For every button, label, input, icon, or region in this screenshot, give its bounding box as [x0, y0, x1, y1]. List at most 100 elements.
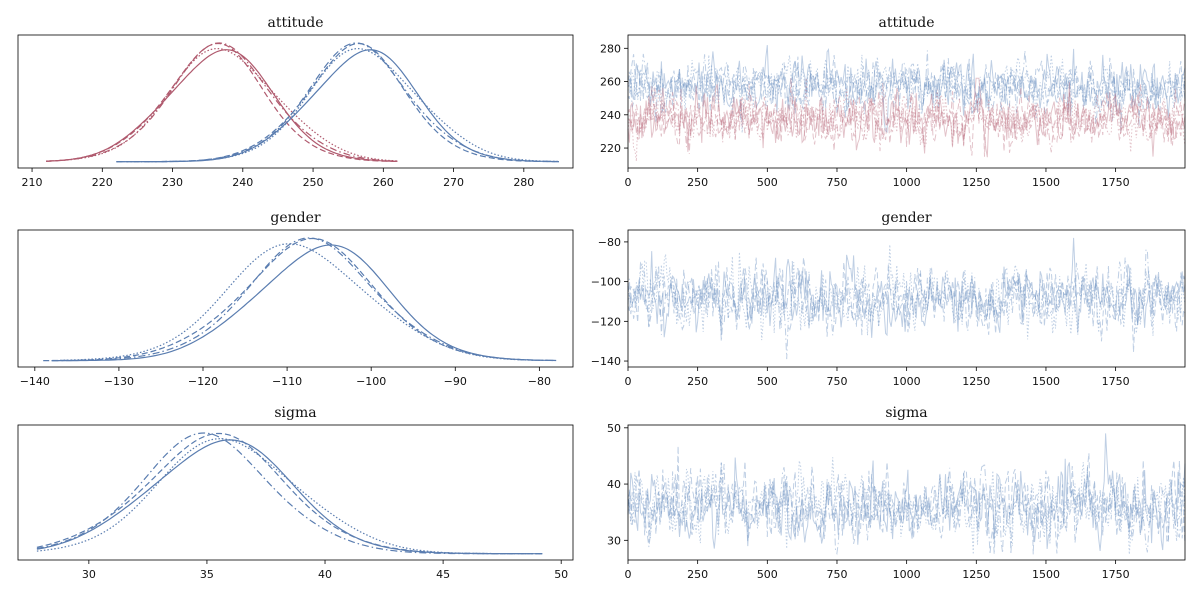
kde-curve-blue-chain-1 — [51, 244, 557, 362]
x-tick-label: −100 — [356, 375, 386, 388]
kde-curve-blue-chain-1 — [36, 439, 543, 555]
panel-title: sigma — [885, 405, 927, 421]
x-tick-label: −80 — [528, 375, 551, 388]
trace-line-blue-chain-1 — [627, 433, 1186, 552]
x-tick-label: 1250 — [962, 176, 990, 189]
kde-curve-blue-chain-2 — [36, 432, 543, 555]
y-tick-label: 40 — [607, 478, 621, 491]
x-tick-label: −140 — [20, 375, 50, 388]
axes-frame — [17, 34, 574, 169]
panel-title: gender — [270, 210, 321, 226]
x-tick-label: 250 — [687, 176, 708, 189]
y-tick-label: 240 — [600, 109, 621, 122]
x-tick-label: 1750 — [1102, 375, 1130, 388]
x-tick-label: −90 — [444, 375, 467, 388]
x-tick-label: 500 — [757, 375, 778, 388]
x-tick-label: 35 — [200, 568, 214, 581]
trace-line-blue-chain-3 — [627, 248, 1186, 360]
panel-title: sigma — [274, 405, 316, 421]
x-tick-label: 500 — [757, 176, 778, 189]
x-tick-label: 500 — [757, 568, 778, 581]
kde-curve-blue-chain-3 — [51, 237, 557, 362]
x-tick-label: −120 — [188, 375, 218, 388]
trace-line-blue-chain-4 — [627, 244, 1186, 341]
x-tick-label: 210 — [22, 176, 43, 189]
x-tick-label: 1500 — [1032, 375, 1060, 388]
panel-title: attitude — [268, 15, 324, 31]
x-tick-label: 240 — [232, 176, 253, 189]
trace-line-blue-chain-2 — [627, 257, 1186, 353]
kde-curve-red-chain-3 — [46, 42, 398, 162]
y-tick-label: 30 — [607, 534, 621, 547]
y-tick-label: −80 — [598, 236, 621, 249]
axes-frame — [17, 229, 574, 368]
x-tick-label: 30 — [82, 568, 96, 581]
kde-panel-attitude: attitude 210 220 230 240 250 260 270 280 — [17, 15, 574, 189]
x-tick-label: 1500 — [1032, 568, 1060, 581]
axes-frame — [627, 229, 1186, 368]
trace-line-blue-chain-4 — [627, 457, 1186, 555]
kde-curve-red-chain-4 — [46, 47, 398, 162]
panel-title: gender — [881, 210, 932, 226]
x-tick-label: 1000 — [893, 568, 921, 581]
kde-curve-blue-chain-1 — [116, 49, 559, 163]
y-tick-label: 280 — [600, 42, 621, 55]
trace-line-red-chain-1 — [627, 77, 1186, 158]
y-tick-label: −100 — [591, 276, 621, 289]
trace-line-blue-chain-2 — [627, 445, 1186, 555]
trace-panel-sigma: sigma 0 250 500 750 1000 1250 1500 1750 30 40 50 — [607, 405, 1186, 581]
trace-line-blue-chain-1 — [627, 237, 1186, 338]
axes-frame — [17, 424, 574, 561]
x-tick-label: 1750 — [1102, 176, 1130, 189]
x-tick-label: 1750 — [1102, 568, 1130, 581]
y-tick-label: −120 — [591, 315, 621, 328]
kde-curve-red-chain-1 — [46, 49, 398, 162]
trace-line-blue-chain-1 — [627, 45, 1186, 133]
trace-panel-gender: gender 0 250 500 750 1000 1250 1500 1750 −140 −120… — [591, 210, 1186, 388]
x-tick-label: 0 — [625, 375, 632, 388]
x-tick-label: 280 — [513, 176, 534, 189]
x-tick-label: 1000 — [893, 375, 921, 388]
axes-frame — [627, 424, 1186, 561]
y-tick-label: −140 — [591, 355, 621, 368]
x-tick-label: 1250 — [962, 568, 990, 581]
x-tick-label: 0 — [625, 176, 632, 189]
kde-panel-gender: gender −140 −130 −120 −110 −100 −90 −80 — [17, 210, 574, 388]
x-tick-label: 1500 — [1032, 176, 1060, 189]
x-tick-label: 1000 — [893, 176, 921, 189]
x-tick-label: 230 — [162, 176, 183, 189]
x-tick-label: 45 — [436, 568, 450, 581]
trace-line-red-chain-4 — [627, 78, 1186, 162]
kde-panel-sigma: sigma 30 35 40 45 50 — [17, 405, 574, 581]
x-tick-label: 0 — [625, 568, 632, 581]
x-tick-label: −110 — [272, 375, 302, 388]
trace-line-blue-chain-3 — [627, 461, 1186, 556]
axes-frame — [627, 34, 1186, 169]
x-tick-label: 40 — [318, 568, 332, 581]
x-tick-label: 250 — [687, 375, 708, 388]
x-tick-label: 260 — [373, 176, 394, 189]
trace-line-red-chain-3 — [627, 84, 1186, 155]
trace-line-red-chain-2 — [627, 78, 1186, 157]
kde-curve-red-chain-2 — [46, 42, 398, 163]
y-tick-label: 260 — [600, 76, 621, 89]
kde-curve-blue-chain-3 — [36, 432, 543, 555]
kde-curve-blue-chain-4 — [59, 243, 548, 361]
x-tick-label: 750 — [826, 568, 847, 581]
x-tick-label: −130 — [104, 375, 134, 388]
x-tick-label: 220 — [92, 176, 113, 189]
kde-curve-blue-chain-2 — [43, 237, 548, 362]
x-tick-label: 750 — [826, 176, 847, 189]
panel-title: attitude — [879, 15, 935, 31]
kde-curve-blue-chain-2 — [116, 42, 559, 163]
y-tick-label: 220 — [600, 142, 621, 155]
kde-curve-blue-chain-4 — [36, 438, 543, 555]
trace-line-blue-chain-3 — [627, 50, 1186, 125]
x-tick-label: 250 — [687, 568, 708, 581]
x-tick-label: 270 — [443, 176, 464, 189]
kde-curve-blue-chain-3 — [116, 42, 559, 163]
trace-panel-attitude: attitude 0 250 500 750 1000 1250 1500 1750 220 240… — [600, 15, 1186, 189]
x-tick-label: 750 — [826, 375, 847, 388]
kde-curve-blue-chain-4 — [116, 47, 559, 163]
